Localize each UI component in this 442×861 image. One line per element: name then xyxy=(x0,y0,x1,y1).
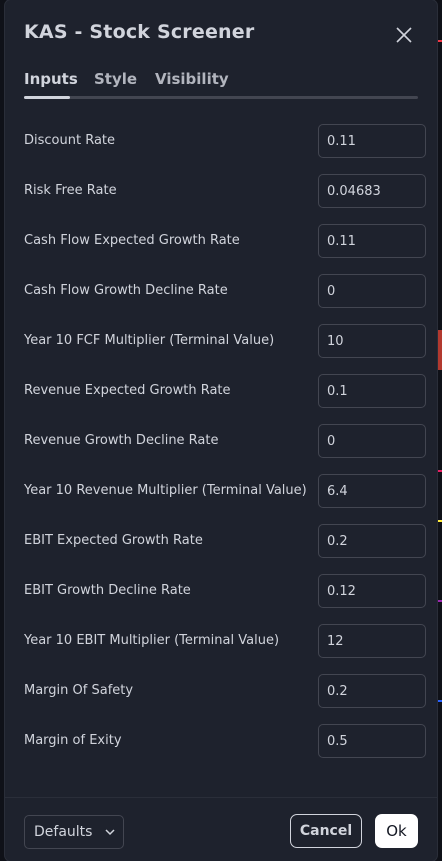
fcf-multiplier-field[interactable] xyxy=(318,324,426,358)
input-row-discount-rate: Discount Rate xyxy=(5,124,437,158)
input-row-margin-of-safety: Margin Of Safety xyxy=(5,674,437,708)
input-row-ebit-decline: EBIT Growth Decline Rate xyxy=(5,574,437,608)
cancel-button[interactable]: Cancel xyxy=(290,814,362,848)
input-label: Margin of Exity xyxy=(24,733,122,748)
input-label: Year 10 EBIT Multiplier (Terminal Value) xyxy=(24,633,280,648)
cash-flow-decline-field[interactable] xyxy=(318,274,426,308)
chart-background-left xyxy=(0,0,6,861)
ebit-decline-field[interactable] xyxy=(318,574,426,608)
input-row-fcf-multiplier: Year 10 FCF Multiplier (Terminal Value) xyxy=(5,324,437,358)
input-label: Margin Of Safety xyxy=(24,683,134,698)
input-label: Risk Free Rate xyxy=(24,183,117,198)
defaults-dropdown[interactable]: Defaults xyxy=(24,815,124,849)
tab-inputs[interactable]: Inputs xyxy=(24,70,78,88)
revenue-multiplier-field[interactable] xyxy=(318,474,426,508)
input-label: Discount Rate xyxy=(24,133,116,148)
input-label: Revenue Expected Growth Rate xyxy=(24,383,231,398)
input-row-margin-of-exity: Margin of Exity xyxy=(5,724,437,758)
cash-flow-growth-field[interactable] xyxy=(318,224,426,258)
input-label: EBIT Expected Growth Rate xyxy=(24,533,203,548)
input-label: Year 10 Revenue Multiplier (Terminal Val… xyxy=(24,483,307,498)
input-label: Cash Flow Growth Decline Rate xyxy=(24,283,228,298)
margin-of-safety-field[interactable] xyxy=(318,674,426,708)
input-label: Year 10 FCF Multiplier (Terminal Value) xyxy=(24,333,275,348)
revenue-growth-field[interactable] xyxy=(318,374,426,408)
input-row-cash-flow-growth: Cash Flow Expected Growth Rate xyxy=(5,224,437,258)
close-icon[interactable] xyxy=(393,24,415,46)
defaults-label: Defaults xyxy=(34,824,93,840)
input-label: EBIT Growth Decline Rate xyxy=(24,583,191,598)
ok-button[interactable]: Ok xyxy=(375,814,418,848)
input-row-revenue-decline: Revenue Growth Decline Rate xyxy=(5,424,437,458)
input-row-ebit-growth: EBIT Expected Growth Rate xyxy=(5,524,437,558)
tab-style[interactable]: Style xyxy=(94,70,138,88)
input-row-revenue-growth: Revenue Expected Growth Rate xyxy=(5,374,437,408)
input-label: Cash Flow Expected Growth Rate xyxy=(24,233,240,248)
input-row-ebit-multiplier: Year 10 EBIT Multiplier (Terminal Value) xyxy=(5,624,437,658)
ebit-growth-field[interactable] xyxy=(318,524,426,558)
ebit-multiplier-field[interactable] xyxy=(318,624,426,658)
tab-active-indicator xyxy=(24,96,70,99)
dialog-title: KAS - Stock Screener xyxy=(24,21,255,43)
input-row-cash-flow-decline: Cash Flow Growth Decline Rate xyxy=(5,274,437,308)
tab-visibility[interactable]: Visibility xyxy=(155,70,229,88)
revenue-decline-field[interactable] xyxy=(318,424,426,458)
chevron-down-icon xyxy=(105,829,115,836)
settings-dialog: KAS - Stock Screener Inputs Style Visibi… xyxy=(5,0,437,861)
risk-free-rate-field[interactable] xyxy=(318,174,426,208)
input-label: Revenue Growth Decline Rate xyxy=(24,433,219,448)
input-row-risk-free-rate: Risk Free Rate xyxy=(5,174,437,208)
chart-background-right xyxy=(432,0,442,861)
tab-track xyxy=(24,96,418,99)
footer-divider xyxy=(5,797,437,798)
margin-of-exity-field[interactable] xyxy=(318,724,426,758)
input-row-revenue-multiplier: Year 10 Revenue Multiplier (Terminal Val… xyxy=(5,474,437,508)
discount-rate-field[interactable] xyxy=(318,124,426,158)
